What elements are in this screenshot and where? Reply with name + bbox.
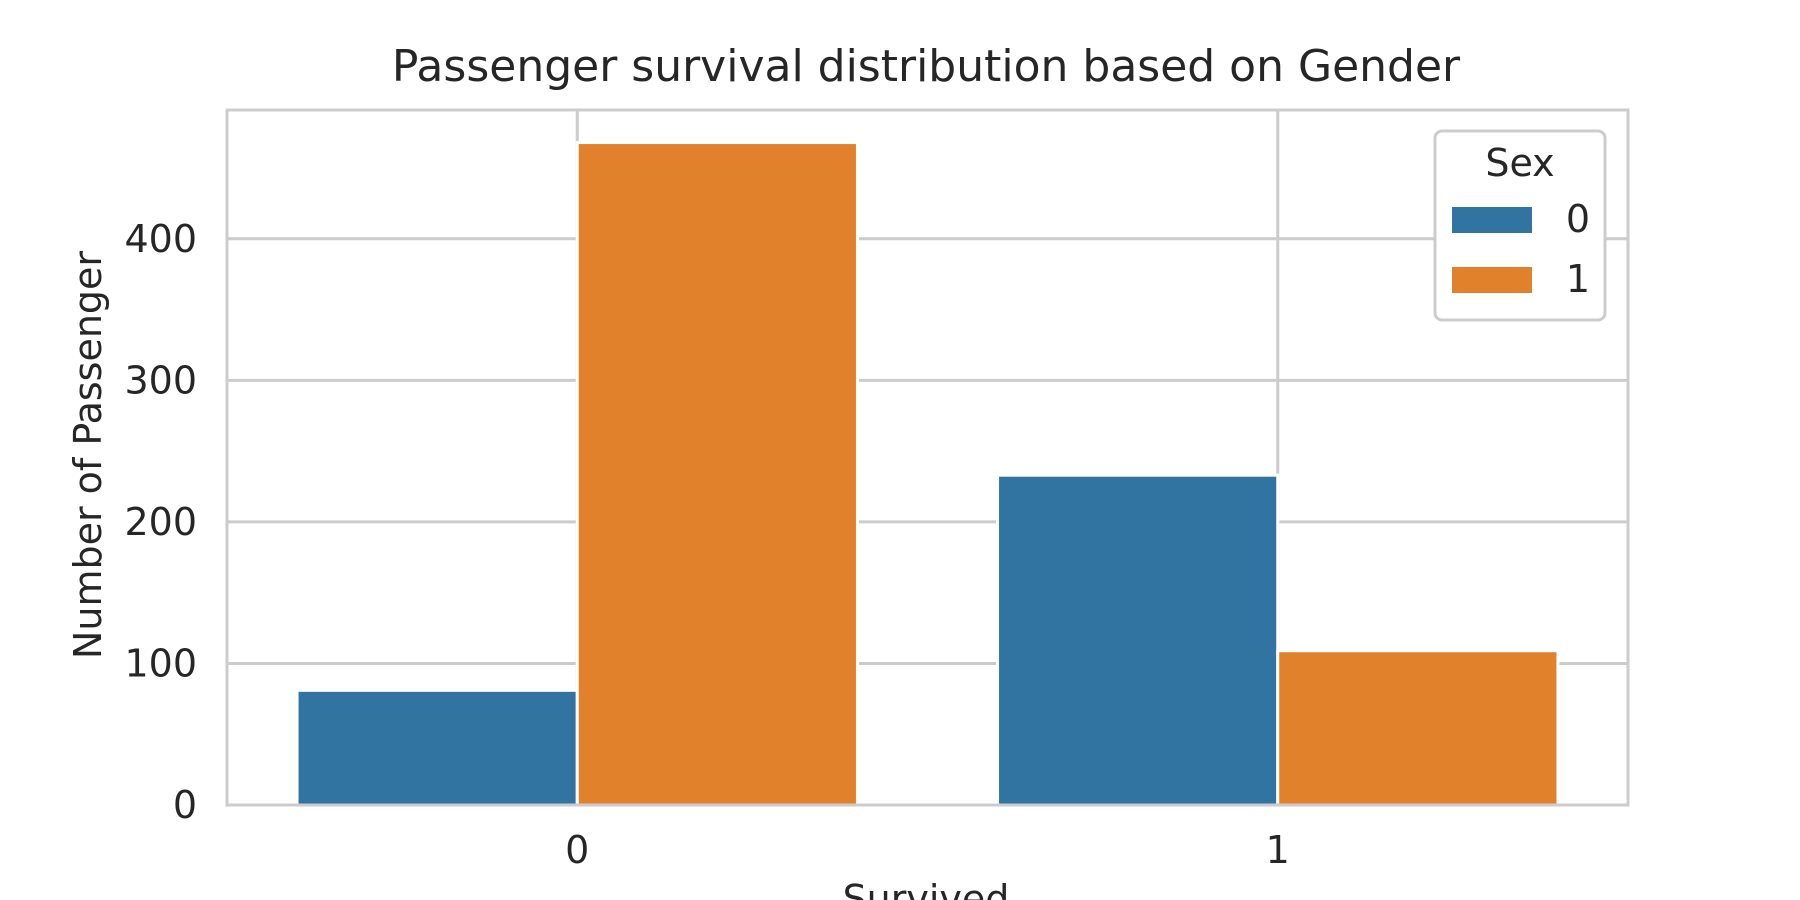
bar-survived-0-sex-0 [295,688,579,807]
bar-survived-0-sex-1 [575,141,859,807]
legend-items: 01 [1452,197,1590,301]
legend-label: 0 [1566,197,1590,241]
bar-survived-1-sex-1 [1276,649,1560,807]
legend-swatch [1452,267,1532,293]
x-tick-label: 1 [1266,828,1290,872]
legend: Sex 01 [1433,129,1607,322]
legend-swatch [1452,207,1532,233]
x-tick-label: 0 [565,828,589,872]
y-axis-label: Number of Passenger [66,251,110,659]
y-tick-label: 300 [124,358,197,402]
plot-frame [225,108,1630,807]
chart-title: Passenger survival distribution based on… [392,41,1461,92]
y-tick-label: 200 [124,500,197,544]
y-tick-label: 0 [173,783,197,827]
y-tick-labels: 0 100 200 300 400 [124,217,197,827]
bar-survived-1-sex-0 [996,473,1280,807]
y-tick-label: 100 [124,641,197,685]
legend-title: Sex [1485,141,1554,185]
legend-label: 1 [1566,257,1590,301]
bars [295,141,1560,807]
x-axis-label: Survived [843,877,1010,900]
y-tick-label: 400 [124,217,197,261]
